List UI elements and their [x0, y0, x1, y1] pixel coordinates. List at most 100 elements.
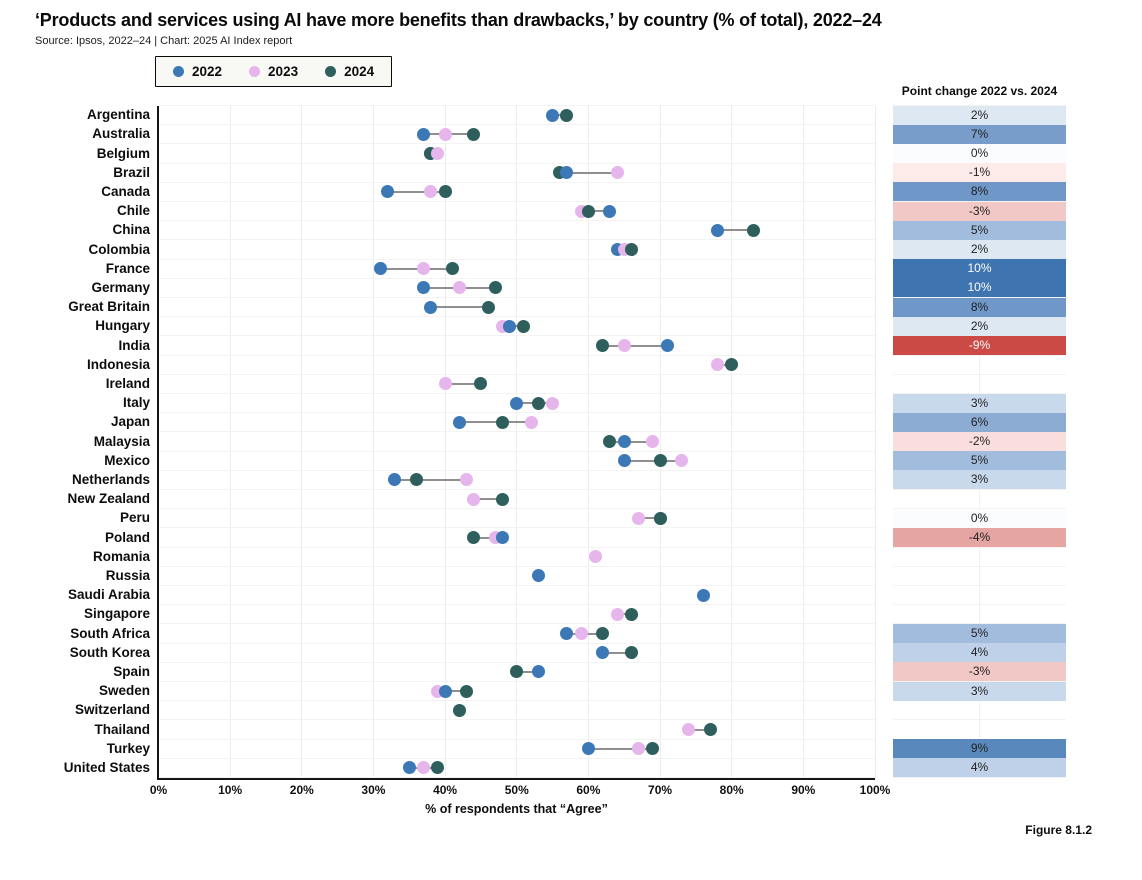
dot-malaysia-2023 — [646, 435, 660, 448]
row-gridline — [158, 527, 875, 529]
row-gridline — [158, 450, 875, 452]
x-tick-label-0: 0% — [149, 783, 168, 797]
point-change-cell-germany: 10% — [893, 278, 1066, 298]
point-change-cell-brazil: -1% — [893, 163, 1066, 183]
row-gridline — [158, 757, 875, 759]
country-label-south-africa: South Africa — [70, 625, 150, 641]
chart-title: ‘Products and services using AI have mor… — [35, 10, 882, 30]
country-label-france: France — [105, 260, 150, 276]
country-label-japan: Japan — [110, 414, 150, 430]
country-label-new-zealand: New Zealand — [67, 491, 150, 507]
dot-canada-2022 — [381, 185, 395, 199]
connector-sweden — [437, 690, 467, 693]
x-tick-label-20: 20% — [289, 783, 314, 797]
dot-germany-2024 — [488, 281, 502, 295]
country-label-spain: Spain — [113, 663, 150, 679]
dot-netherlands-2023 — [460, 473, 474, 487]
dot-france-2023 — [417, 262, 431, 276]
point-change-cell-hungary: 2% — [893, 316, 1066, 336]
point-change-cell-south-korea: 4% — [893, 643, 1066, 663]
country-label-canada: Canada — [101, 183, 150, 199]
row-gridline — [158, 642, 875, 644]
dot-france-2022 — [374, 262, 388, 276]
row-gridline — [158, 604, 875, 606]
gridline-x-70 — [659, 105, 661, 778]
dot-argentina-2024 — [560, 108, 574, 122]
connector-ireland — [445, 382, 481, 385]
row-gridline — [158, 220, 875, 222]
gridline-x-60 — [587, 105, 589, 778]
country-label-hungary: Hungary — [95, 318, 150, 334]
dot-china-2024 — [746, 223, 760, 237]
dot-canada-2023 — [424, 185, 438, 199]
legend-dot-2022-icon — [173, 66, 184, 77]
point-change-cell-south-africa: 5% — [893, 623, 1066, 644]
row-gridline — [158, 585, 875, 586]
dot-china-2022 — [710, 223, 724, 237]
dot-indonesia-2023 — [710, 358, 724, 372]
dot-turkey-2022 — [581, 742, 595, 756]
country-label-sweden: Sweden — [98, 683, 150, 699]
row-gridline — [158, 738, 875, 740]
country-label-peru: Peru — [119, 510, 150, 526]
legend-item-2024: 2024 — [325, 64, 374, 79]
dot-peru-2023 — [632, 511, 646, 525]
country-label-ireland: Ireland — [105, 375, 150, 391]
dot-france-2024 — [445, 262, 459, 276]
dot-mexico-2023 — [675, 454, 689, 468]
dot-netherlands-2024 — [409, 473, 423, 487]
country-label-colombia: Colombia — [88, 241, 150, 257]
x-tick-label-70: 70% — [648, 783, 673, 797]
figure-label: Figure 8.1.2 — [1025, 823, 1092, 837]
country-label-china: China — [112, 222, 150, 238]
connector-new-zealand — [473, 498, 503, 501]
point-change-cell-sweden: 3% — [893, 681, 1066, 701]
row-gridline — [158, 681, 875, 682]
point-change-cell-china: 5% — [893, 220, 1066, 240]
connector-thailand — [688, 728, 711, 731]
country-label-russia: Russia — [105, 567, 150, 583]
dot-south-africa-2024 — [596, 627, 610, 640]
dot-south-africa-2022 — [560, 627, 574, 640]
dot-turkey-2023 — [632, 742, 646, 756]
dot-singapore-2024 — [624, 607, 638, 621]
country-label-italy: Italy — [122, 395, 150, 411]
legend-label-2023: 2023 — [268, 64, 299, 79]
dot-great-britain-2022 — [424, 300, 438, 314]
country-label-saudi-arabia: Saudi Arabia — [67, 587, 150, 603]
row-gridline — [158, 201, 875, 202]
dot-indonesia-2024 — [725, 358, 739, 372]
row-gridline — [158, 277, 875, 279]
legend: 2022 2023 2024 — [155, 56, 393, 87]
row-gridline — [158, 489, 875, 490]
country-label-belgium: Belgium — [96, 145, 150, 161]
dot-united-states-2023 — [417, 761, 431, 775]
country-label-south-korea: South Korea — [69, 644, 150, 660]
dot-italy-2022 — [510, 396, 524, 410]
row-gridline — [158, 181, 875, 183]
country-label-netherlands: Netherlands — [71, 471, 150, 487]
gridline-x-50 — [516, 105, 518, 778]
dot-japan-2023 — [524, 415, 538, 429]
point-change-cell-malaysia: -2% — [893, 431, 1066, 452]
country-label-chile: Chile — [116, 203, 150, 219]
row-gridline — [158, 546, 875, 548]
dot-sweden-2022 — [438, 684, 452, 698]
connector-south-korea — [602, 651, 632, 654]
country-label-indonesia: Indonesia — [86, 356, 150, 372]
connector-netherlands — [394, 478, 467, 481]
connector-india — [602, 344, 668, 347]
dot-chile-2024 — [581, 204, 595, 218]
gridline-x-80 — [731, 105, 733, 778]
country-label-romania: Romania — [92, 548, 150, 564]
point-change-cell-france: 10% — [893, 259, 1066, 279]
x-axis-line — [156, 777, 875, 780]
country-label-brazil: Brazil — [113, 164, 150, 180]
dot-india-2022 — [660, 339, 674, 352]
dot-germany-2023 — [452, 281, 466, 295]
country-label-poland: Poland — [104, 529, 150, 545]
dot-new-zealand-2023 — [467, 492, 481, 506]
point-change-cell-peru: 0% — [893, 508, 1066, 528]
legend-label-2022: 2022 — [192, 64, 223, 79]
connector-malaysia — [609, 440, 653, 443]
